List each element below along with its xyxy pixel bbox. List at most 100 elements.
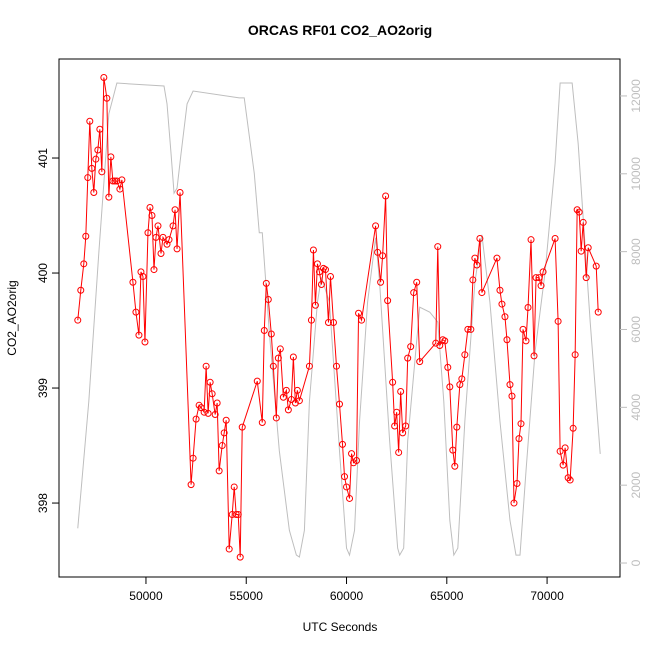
data-point [111, 177, 119, 185]
data-point [346, 494, 354, 502]
data-point [200, 408, 208, 416]
data-point [132, 308, 140, 316]
data-point [397, 387, 405, 395]
data-point [527, 236, 535, 244]
data-point [537, 282, 545, 290]
data-point [493, 254, 501, 262]
x-tick-label: 50000 [129, 589, 163, 603]
data-point [506, 381, 514, 389]
data-point [343, 483, 351, 491]
data-point [173, 245, 181, 253]
data-point [324, 318, 332, 326]
data-point [192, 415, 200, 423]
data-point [515, 435, 523, 443]
data-point [169, 222, 177, 230]
x-axis-label: UTC Seconds [303, 620, 378, 634]
data-point [353, 456, 361, 464]
data-point [88, 164, 96, 172]
data-point [264, 295, 272, 303]
data-point [566, 476, 574, 484]
data-point [434, 243, 442, 251]
data-point [139, 272, 147, 280]
data-point [86, 117, 94, 125]
data-point [269, 362, 277, 370]
data-point [498, 300, 506, 308]
data-point [272, 414, 280, 422]
series-line [77, 77, 599, 558]
data-point [260, 327, 268, 335]
data-point [522, 337, 530, 345]
data-point [208, 390, 216, 398]
data-point [413, 278, 421, 286]
data-point [584, 244, 592, 252]
data-point [348, 450, 356, 458]
data-point [293, 386, 301, 394]
data-point [157, 249, 165, 257]
data-point [372, 222, 380, 230]
data-point [116, 185, 124, 193]
data-point [222, 416, 230, 424]
data-point [573, 206, 581, 214]
data-point [592, 262, 600, 270]
data-point [399, 429, 407, 437]
x-tick-label: 60000 [330, 589, 364, 603]
data-point [309, 246, 317, 254]
data-point [234, 511, 242, 519]
data-point [305, 362, 313, 370]
data-point [449, 446, 457, 454]
data-point [225, 545, 233, 553]
data-point [238, 423, 246, 431]
data-point [374, 248, 382, 256]
series-line [77, 82, 601, 558]
data-point [535, 274, 543, 282]
data-point [109, 177, 117, 185]
data-point [165, 236, 173, 244]
data-point [74, 316, 82, 324]
data-point [163, 240, 171, 248]
y2-tick-label: 10000 [629, 157, 643, 191]
data-point [377, 278, 385, 286]
data-point [404, 354, 412, 362]
data-point [336, 400, 343, 408]
data-point [539, 268, 547, 276]
data-point [446, 383, 454, 391]
data-point [582, 274, 590, 282]
data-point [513, 479, 521, 487]
data-point [461, 351, 469, 359]
y2-tick-label: 8000 [629, 238, 643, 265]
data-point [220, 429, 228, 437]
data-point [291, 399, 299, 407]
data-point [295, 397, 303, 405]
data-point [171, 206, 179, 214]
data-point [577, 247, 585, 255]
data-point [326, 272, 334, 280]
data-point [532, 274, 540, 282]
data-point [215, 467, 223, 475]
data-point [82, 232, 90, 240]
data-point [113, 177, 121, 185]
data-point [478, 289, 486, 297]
data-point [189, 454, 197, 462]
data-point [282, 386, 290, 394]
data-point [98, 168, 106, 176]
data-point [274, 354, 282, 362]
data-point [317, 281, 325, 289]
data-point [313, 260, 321, 268]
data-point [517, 420, 525, 428]
x-tick-label: 70000 [530, 589, 564, 603]
data-point [471, 254, 479, 262]
data-point [315, 268, 323, 276]
y2-tick-label: 6000 [629, 316, 643, 343]
data-point [137, 268, 145, 276]
data-point [519, 325, 527, 333]
data-point [402, 422, 410, 430]
data-point [476, 235, 484, 243]
data-point [213, 399, 221, 407]
data-point [554, 317, 562, 325]
data-point [407, 343, 415, 351]
data-point [77, 286, 85, 294]
data-point [152, 233, 160, 241]
data-point [561, 444, 569, 452]
data-point [579, 218, 587, 226]
data-point [556, 447, 564, 455]
